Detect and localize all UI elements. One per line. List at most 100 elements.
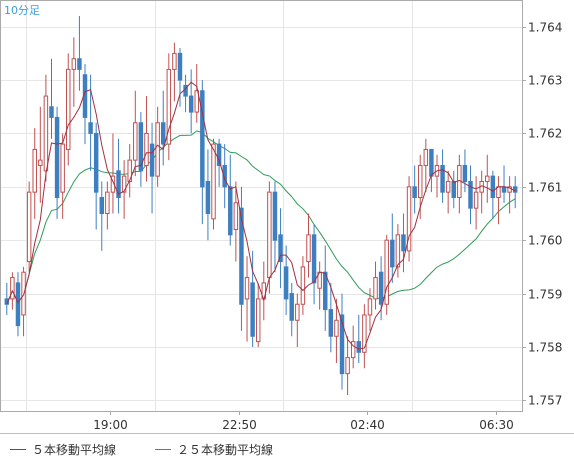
candle <box>93 122 99 230</box>
candle-body-down <box>356 341 362 353</box>
candle <box>496 176 501 225</box>
x-tick-label: 02:40 <box>350 418 385 432</box>
candle <box>373 261 378 310</box>
candle-body-up <box>417 164 423 198</box>
candle <box>417 154 423 219</box>
candle <box>188 69 194 134</box>
candle-body-up <box>166 68 172 145</box>
legend-item-ma5: ５本移動平均線 <box>10 441 116 458</box>
candle-body-down <box>328 309 334 337</box>
candle <box>71 37 77 107</box>
x-tick-label: 22:50 <box>222 418 257 432</box>
candle <box>172 42 177 102</box>
chart-title: 10分足 <box>4 4 40 17</box>
candle <box>367 288 373 331</box>
candle <box>54 106 60 219</box>
ma25-series <box>6 130 516 305</box>
candle-body-down <box>77 58 82 70</box>
candle-body-up <box>423 148 429 166</box>
candle <box>283 245 289 315</box>
candle <box>401 213 406 273</box>
candle-body-up <box>60 143 65 193</box>
candle-body-down <box>160 122 166 145</box>
candle-body-up <box>300 266 306 305</box>
x-tick-label: 19:00 <box>93 418 128 432</box>
candle <box>507 176 512 214</box>
candle-body-down <box>88 122 93 134</box>
candle-body-up <box>255 298 261 343</box>
candle <box>289 282 294 337</box>
candle <box>390 213 395 283</box>
candle-body-down <box>138 122 144 172</box>
legend-item-ma25: ２５本移動平均線 <box>155 441 273 458</box>
candle-body-down <box>311 234 317 284</box>
candle-body-down <box>200 90 205 188</box>
candle <box>445 170 451 214</box>
candle <box>490 170 496 219</box>
candle-body-up <box>485 175 490 182</box>
candle <box>512 176 518 209</box>
candle <box>295 293 300 347</box>
candle <box>228 154 233 246</box>
candle <box>239 186 244 331</box>
candle <box>244 256 250 342</box>
candle-body-down <box>93 132 99 193</box>
candle <box>105 181 110 230</box>
candle-body-up <box>295 303 300 321</box>
candle-body-up <box>362 314 367 353</box>
x-axis: 19:00 22:50 02:40 06:30 <box>93 411 514 432</box>
x-tick-label: 06:30 <box>479 418 514 432</box>
candle <box>4 282 10 315</box>
candle <box>278 208 283 289</box>
candle <box>255 282 261 347</box>
ma25-line <box>6 130 516 305</box>
candle-body-down <box>116 170 121 198</box>
candle-body-down <box>451 180 456 198</box>
candle <box>205 149 211 241</box>
candle-body-up <box>334 319 339 337</box>
y-tick-label: 1.759 <box>528 288 562 302</box>
candle-body-down <box>15 282 21 327</box>
candle <box>250 250 255 347</box>
candle <box>144 96 149 182</box>
candle-body-down <box>222 164 227 188</box>
candle <box>384 234 389 315</box>
legend-label-ma5: ５本移動平均線 <box>32 443 117 457</box>
candle-body-up <box>133 122 138 161</box>
candle-body-down <box>99 196 105 215</box>
candle-body-up <box>267 191 272 279</box>
candle-body-down <box>429 148 434 177</box>
candle-body-down <box>501 186 507 193</box>
candle-body-down <box>412 186 417 198</box>
candle <box>457 154 462 214</box>
candle <box>485 154 490 203</box>
candlestick-chart: 10分足 1.764 1.763 1.762 1.761 1.760 1.759 1.758… <box>0 0 562 432</box>
candle-body-down <box>4 298 10 305</box>
ma25-swatch <box>155 449 171 450</box>
candle <box>99 181 105 251</box>
legend: ５本移動平均線 ２５本移動平均線 <box>0 433 574 463</box>
candle <box>177 48 183 107</box>
candle-body-up <box>395 234 401 268</box>
candle <box>127 144 132 198</box>
candle <box>395 224 401 278</box>
candle <box>233 181 239 262</box>
candle <box>345 336 350 395</box>
candle <box>149 122 155 214</box>
candle-body-up <box>110 175 116 193</box>
candle-body-up <box>211 143 216 220</box>
candle-body-up <box>194 90 199 113</box>
candle <box>272 181 278 273</box>
candle <box>32 128 37 219</box>
candle-body-down <box>228 186 233 236</box>
candle <box>121 160 127 219</box>
candle-body-down <box>339 314 345 375</box>
y-tick-label: 1.758 <box>528 341 562 355</box>
candle-body-down <box>289 293 294 321</box>
candle-body-up <box>345 357 350 375</box>
candle <box>328 282 334 353</box>
candle <box>261 261 267 321</box>
candle <box>479 170 484 214</box>
candle-body-down <box>188 95 194 113</box>
y-tick-label: 1.760 <box>528 234 562 248</box>
